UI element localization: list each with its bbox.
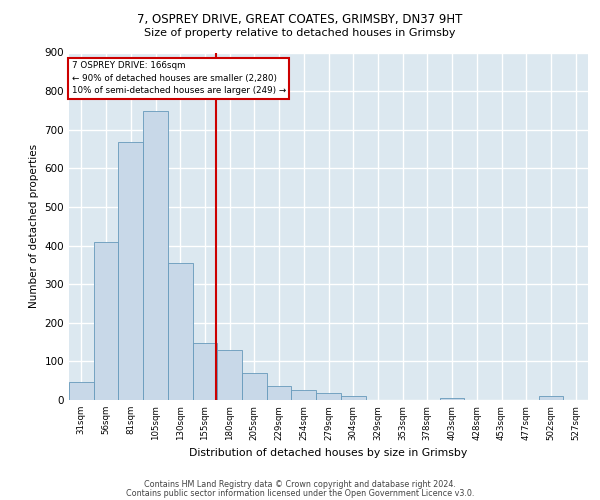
Bar: [440, 398, 464, 400]
Bar: [69, 382, 94, 400]
Text: Size of property relative to detached houses in Grimsby: Size of property relative to detached ho…: [144, 28, 456, 38]
Text: 7 OSPREY DRIVE: 166sqm
← 90% of detached houses are smaller (2,280)
10% of semi-: 7 OSPREY DRIVE: 166sqm ← 90% of detached…: [71, 61, 286, 95]
Bar: [193, 343, 217, 400]
Bar: [539, 396, 563, 400]
Bar: [168, 263, 193, 400]
Bar: [94, 242, 118, 400]
X-axis label: Distribution of detached houses by size in Grimsby: Distribution of detached houses by size …: [190, 448, 467, 458]
Text: 7, OSPREY DRIVE, GREAT COATES, GRIMSBY, DN37 9HT: 7, OSPREY DRIVE, GREAT COATES, GRIMSBY, …: [137, 12, 463, 26]
Bar: [143, 111, 168, 400]
Bar: [267, 386, 292, 400]
Y-axis label: Number of detached properties: Number of detached properties: [29, 144, 39, 308]
Bar: [242, 373, 267, 400]
Bar: [341, 396, 365, 400]
Bar: [118, 142, 143, 400]
Text: Contains public sector information licensed under the Open Government Licence v3: Contains public sector information licen…: [126, 488, 474, 498]
Text: Contains HM Land Registry data © Crown copyright and database right 2024.: Contains HM Land Registry data © Crown c…: [144, 480, 456, 489]
Bar: [316, 394, 341, 400]
Bar: [217, 350, 242, 400]
Bar: [292, 390, 316, 400]
